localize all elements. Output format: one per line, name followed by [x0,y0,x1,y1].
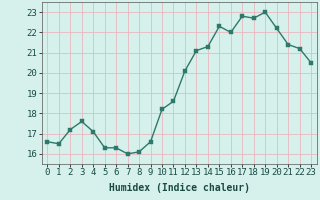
X-axis label: Humidex (Indice chaleur): Humidex (Indice chaleur) [109,183,250,193]
